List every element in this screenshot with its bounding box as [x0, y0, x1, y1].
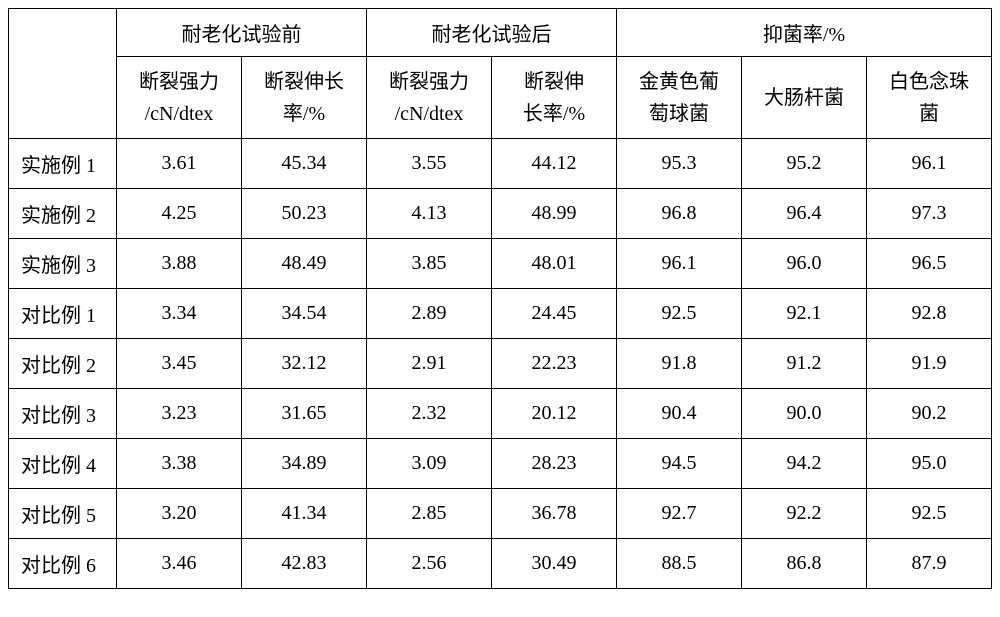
cell-value: 2.91 [367, 339, 492, 389]
header-group-before-aging: 耐老化试验前 [117, 9, 367, 57]
cell-value: 92.1 [742, 289, 867, 339]
cell-value: 92.5 [867, 489, 992, 539]
row-label: 实施例 1 [9, 139, 117, 189]
data-table-container: 耐老化试验前 耐老化试验后 抑菌率/% 断裂强力/cN/dtex 断裂伸长率/%… [8, 8, 992, 589]
table-row: 实施例 2 4.25 50.23 4.13 48.99 96.8 96.4 97… [9, 189, 992, 239]
cell-value: 3.55 [367, 139, 492, 189]
cell-value: 24.45 [492, 289, 617, 339]
cell-value: 30.49 [492, 539, 617, 589]
subheader-break-strength-after: 断裂强力/cN/dtex [367, 57, 492, 139]
cell-value: 36.78 [492, 489, 617, 539]
cell-value: 48.99 [492, 189, 617, 239]
cell-value: 95.0 [867, 439, 992, 489]
cell-value: 91.8 [617, 339, 742, 389]
subheader-elongation-before: 断裂伸长率/% [242, 57, 367, 139]
row-label: 对比例 2 [9, 339, 117, 389]
cell-value: 88.5 [617, 539, 742, 589]
cell-value: 4.13 [367, 189, 492, 239]
table-body: 实施例 1 3.61 45.34 3.55 44.12 95.3 95.2 96… [9, 139, 992, 589]
cell-value: 3.20 [117, 489, 242, 539]
cell-value: 34.89 [242, 439, 367, 489]
cell-value: 3.38 [117, 439, 242, 489]
cell-value: 3.85 [367, 239, 492, 289]
cell-value: 48.01 [492, 239, 617, 289]
subheader-elongation-after: 断裂伸长率/% [492, 57, 617, 139]
cell-value: 3.34 [117, 289, 242, 339]
data-table: 耐老化试验前 耐老化试验后 抑菌率/% 断裂强力/cN/dtex 断裂伸长率/%… [8, 8, 992, 589]
row-label: 对比例 4 [9, 439, 117, 489]
cell-value: 96.0 [742, 239, 867, 289]
cell-value: 2.85 [367, 489, 492, 539]
header-group-after-aging: 耐老化试验后 [367, 9, 617, 57]
cell-value: 95.3 [617, 139, 742, 189]
cell-value: 4.25 [117, 189, 242, 239]
cell-value: 96.1 [867, 139, 992, 189]
subheader-e-coli: 大肠杆菌 [742, 57, 867, 139]
row-label: 对比例 5 [9, 489, 117, 539]
subheader-candida-albicans: 白色念珠菌 [867, 57, 992, 139]
subheader-break-strength-before: 断裂强力/cN/dtex [117, 57, 242, 139]
cell-value: 32.12 [242, 339, 367, 389]
cell-value: 86.8 [742, 539, 867, 589]
cell-value: 48.49 [242, 239, 367, 289]
cell-value: 96.8 [617, 189, 742, 239]
cell-value: 3.09 [367, 439, 492, 489]
cell-value: 28.23 [492, 439, 617, 489]
cell-value: 91.2 [742, 339, 867, 389]
row-label: 对比例 6 [9, 539, 117, 589]
cell-value: 22.23 [492, 339, 617, 389]
cell-value: 90.0 [742, 389, 867, 439]
cell-value: 2.89 [367, 289, 492, 339]
cell-value: 3.61 [117, 139, 242, 189]
cell-value: 3.23 [117, 389, 242, 439]
table-header-row-1: 耐老化试验前 耐老化试验后 抑菌率/% [9, 9, 992, 57]
cell-value: 87.9 [867, 539, 992, 589]
table-row: 对比例 3 3.23 31.65 2.32 20.12 90.4 90.0 90… [9, 389, 992, 439]
cell-value: 94.5 [617, 439, 742, 489]
cell-value: 34.54 [242, 289, 367, 339]
table-row: 对比例 5 3.20 41.34 2.85 36.78 92.7 92.2 92… [9, 489, 992, 539]
cell-value: 97.3 [867, 189, 992, 239]
cell-value: 96.1 [617, 239, 742, 289]
cell-value: 90.4 [617, 389, 742, 439]
row-label: 对比例 3 [9, 389, 117, 439]
cell-value: 94.2 [742, 439, 867, 489]
cell-value: 2.32 [367, 389, 492, 439]
cell-value: 42.83 [242, 539, 367, 589]
cell-value: 90.2 [867, 389, 992, 439]
row-label: 实施例 2 [9, 189, 117, 239]
row-label: 对比例 1 [9, 289, 117, 339]
cell-value: 44.12 [492, 139, 617, 189]
table-row: 对比例 6 3.46 42.83 2.56 30.49 88.5 86.8 87… [9, 539, 992, 589]
cell-value: 3.45 [117, 339, 242, 389]
header-blank-cell [9, 9, 117, 139]
cell-value: 20.12 [492, 389, 617, 439]
table-row: 实施例 1 3.61 45.34 3.55 44.12 95.3 95.2 96… [9, 139, 992, 189]
table-row: 对比例 1 3.34 34.54 2.89 24.45 92.5 92.1 92… [9, 289, 992, 339]
row-label: 实施例 3 [9, 239, 117, 289]
cell-value: 95.2 [742, 139, 867, 189]
cell-value: 3.88 [117, 239, 242, 289]
table-row: 对比例 4 3.38 34.89 3.09 28.23 94.5 94.2 95… [9, 439, 992, 489]
cell-value: 2.56 [367, 539, 492, 589]
table-row: 对比例 2 3.45 32.12 2.91 22.23 91.8 91.2 91… [9, 339, 992, 389]
table-header-row-2: 断裂强力/cN/dtex 断裂伸长率/% 断裂强力/cN/dtex 断裂伸长率/… [9, 57, 992, 139]
cell-value: 3.46 [117, 539, 242, 589]
cell-value: 92.7 [617, 489, 742, 539]
cell-value: 50.23 [242, 189, 367, 239]
subheader-staph-aureus: 金黄色葡萄球菌 [617, 57, 742, 139]
cell-value: 91.9 [867, 339, 992, 389]
cell-value: 96.5 [867, 239, 992, 289]
cell-value: 45.34 [242, 139, 367, 189]
cell-value: 41.34 [242, 489, 367, 539]
cell-value: 92.2 [742, 489, 867, 539]
cell-value: 92.5 [617, 289, 742, 339]
header-group-antibacterial-rate: 抑菌率/% [617, 9, 992, 57]
cell-value: 31.65 [242, 389, 367, 439]
table-row: 实施例 3 3.88 48.49 3.85 48.01 96.1 96.0 96… [9, 239, 992, 289]
cell-value: 92.8 [867, 289, 992, 339]
cell-value: 96.4 [742, 189, 867, 239]
